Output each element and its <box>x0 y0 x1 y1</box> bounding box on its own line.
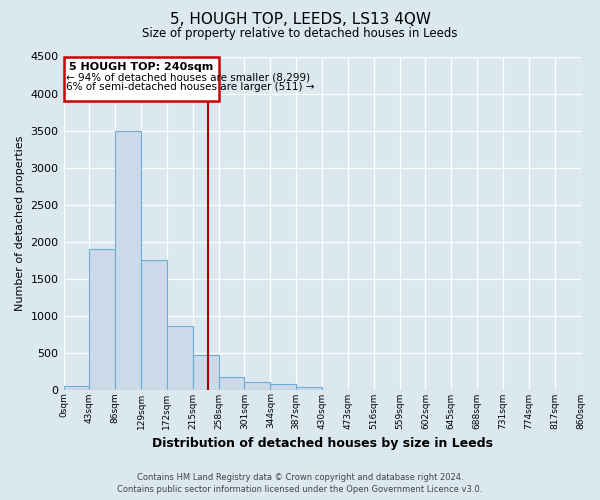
Text: 5 HOUGH TOP: 240sqm: 5 HOUGH TOP: 240sqm <box>69 62 213 72</box>
Y-axis label: Number of detached properties: Number of detached properties <box>15 136 25 310</box>
Text: Size of property relative to detached houses in Leeds: Size of property relative to detached ho… <box>142 28 458 40</box>
X-axis label: Distribution of detached houses by size in Leeds: Distribution of detached houses by size … <box>152 437 493 450</box>
Bar <box>141 260 167 390</box>
Bar <box>271 384 296 390</box>
Bar <box>193 356 218 390</box>
Bar <box>89 249 115 390</box>
FancyBboxPatch shape <box>64 56 218 101</box>
Bar <box>218 376 244 390</box>
Bar <box>167 326 193 390</box>
Text: ← 94% of detached houses are smaller (8,299): ← 94% of detached houses are smaller (8,… <box>66 72 310 82</box>
Text: 6% of semi-detached houses are larger (511) →: 6% of semi-detached houses are larger (5… <box>66 82 314 92</box>
Bar <box>115 130 141 390</box>
Bar <box>64 386 89 390</box>
Bar <box>296 388 322 390</box>
Text: 5, HOUGH TOP, LEEDS, LS13 4QW: 5, HOUGH TOP, LEEDS, LS13 4QW <box>170 12 431 28</box>
Bar <box>244 382 271 390</box>
Text: Contains HM Land Registry data © Crown copyright and database right 2024.
Contai: Contains HM Land Registry data © Crown c… <box>118 472 482 494</box>
